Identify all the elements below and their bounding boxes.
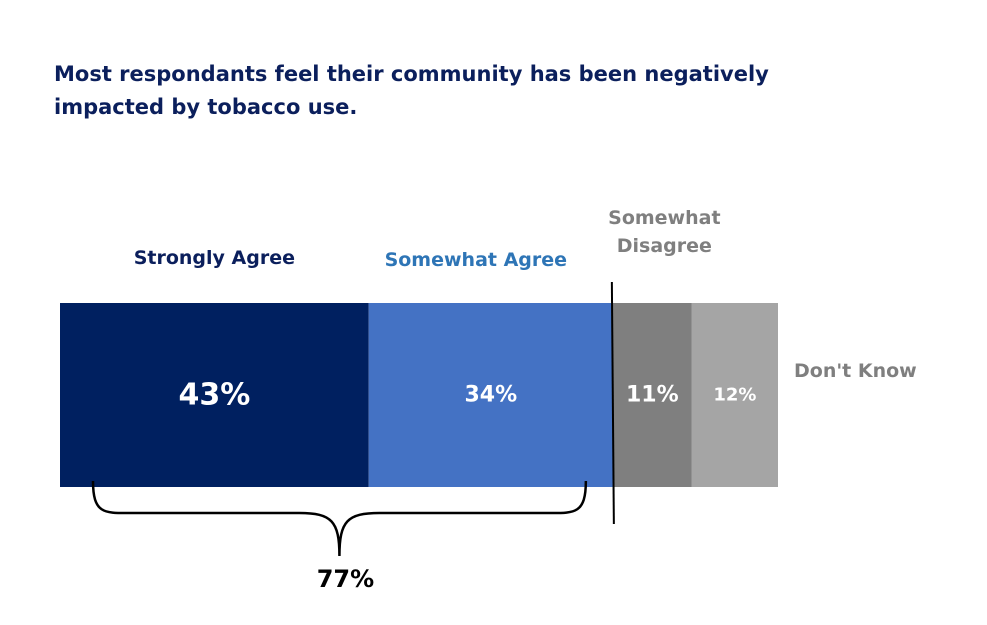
data-label-somewhat-disagree: 11% (626, 383, 679, 408)
category-label-somewhat-disagree-line-2: Disagree (617, 235, 712, 257)
chart-title-line-1: Most respondants feel their community ha… (54, 62, 769, 86)
bar-segment-somewhat-disagree (612, 303, 692, 487)
category-label-somewhat-agree: Somewhat Agree (385, 249, 567, 271)
agree-total-brace (91, 480, 588, 557)
chart-title-line-2: impacted by tobacco use. (54, 95, 358, 119)
category-label-strongly-agree: Strongly Agree (134, 247, 295, 269)
agree-disagree-divider (610, 281, 615, 525)
bar-segment-don-t-know (691, 303, 778, 487)
data-label-somewhat-agree: 34% (464, 383, 517, 408)
agree-total-label: 77% (317, 565, 374, 593)
category-label-somewhat-disagree-line-1: Somewhat (608, 207, 720, 229)
data-label-don-t-know: 12% (713, 385, 756, 406)
bar-segment-somewhat-agree (368, 303, 613, 487)
bar-segment-strongly-agree (60, 303, 369, 487)
data-label-strongly-agree: 43% (178, 378, 250, 413)
chart-title: Most respondants feel their community ha… (54, 58, 834, 124)
category-label-don-t-know: Don't Know (794, 360, 917, 382)
